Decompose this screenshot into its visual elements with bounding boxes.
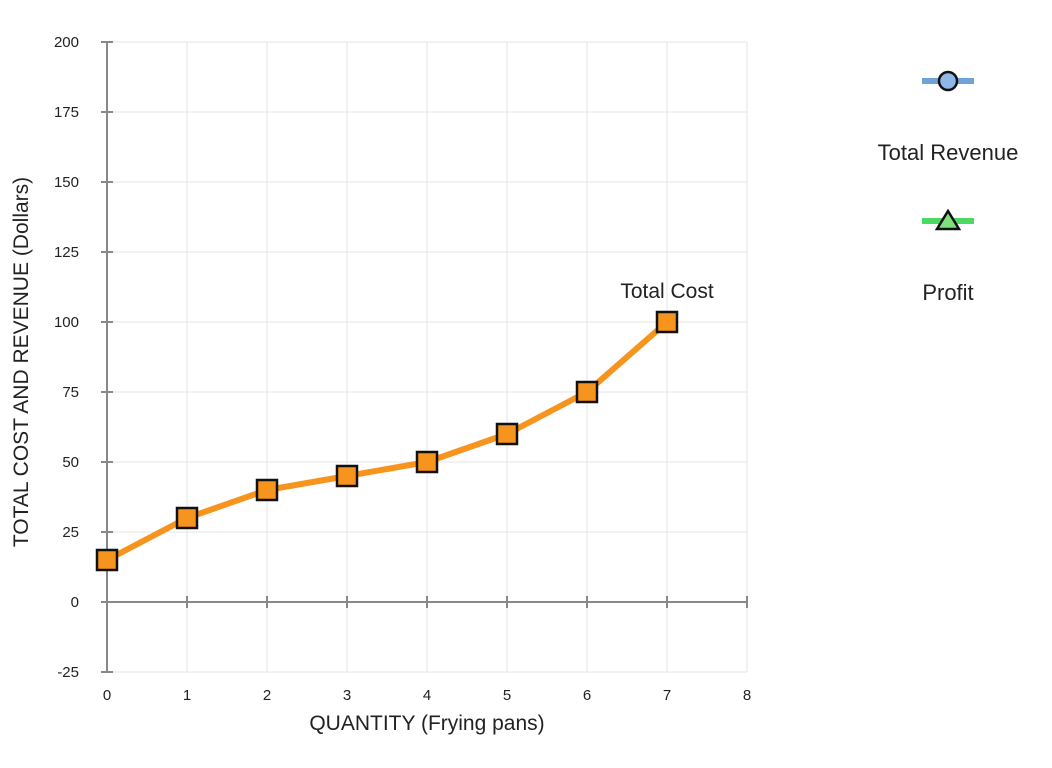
x-tick-label: 4 — [423, 687, 431, 704]
y-tick-label: 0 — [71, 594, 79, 611]
x-tick-label: 1 — [183, 687, 191, 704]
data-point-total-cost[interactable] — [175, 506, 199, 530]
axes — [101, 41, 748, 673]
y-tick-label: 200 — [54, 34, 79, 51]
x-tick-label: 5 — [503, 687, 511, 704]
data-point-total-cost[interactable] — [655, 310, 679, 334]
legend-label-profit: Profit — [922, 280, 974, 305]
x-tick-label: 7 — [663, 687, 671, 704]
y-tick-label: 75 — [62, 384, 79, 401]
data-point-total-cost[interactable] — [255, 478, 279, 502]
data-point-total-cost[interactable] — [95, 548, 119, 572]
data-point-total-cost[interactable] — [335, 464, 359, 488]
y-tick-label: 150 — [54, 174, 79, 191]
y-tick-labels: 200 175 150 125 100 75 50 25 0 -25 — [54, 34, 79, 681]
y-tick-label: 100 — [54, 314, 79, 331]
x-tick-label: 8 — [743, 687, 751, 704]
x-tick-label: 6 — [583, 687, 591, 704]
y-tick-label: 25 — [62, 524, 79, 541]
series-line-total-cost[interactable] — [105, 319, 669, 563]
x-tick-label: 2 — [263, 687, 271, 704]
circle-marker-icon — [922, 70, 974, 92]
legend-item-total-revenue[interactable]: Total Revenue — [870, 66, 1026, 166]
x-axis-label: QUANTITY (Frying pans) — [309, 712, 544, 735]
data-point-total-cost[interactable] — [415, 450, 439, 474]
y-tick-label: 125 — [54, 244, 79, 261]
x-tick-label: 0 — [103, 687, 111, 704]
x-tick-label: 3 — [343, 687, 351, 704]
y-tick-label: 175 — [54, 104, 79, 121]
x-tick-labels: 0 1 2 3 4 5 6 7 8 — [103, 687, 751, 704]
grid-lines — [106, 41, 748, 673]
y-axis-label: TOTAL COST AND REVENUE (Dollars) — [10, 177, 33, 547]
y-tick-label: -25 — [57, 664, 79, 681]
series-layer[interactable]: Total Cost — [95, 280, 714, 572]
triangle-marker-icon — [922, 208, 974, 231]
legend-label-total-revenue: Total Revenue — [877, 140, 1019, 165]
series-label-total-cost: Total Cost — [620, 280, 714, 303]
data-point-total-cost[interactable] — [495, 422, 519, 446]
legend-item-profit[interactable]: Profit — [870, 206, 1026, 306]
data-point-total-cost[interactable] — [575, 380, 599, 404]
y-tick-label: 50 — [62, 454, 79, 471]
